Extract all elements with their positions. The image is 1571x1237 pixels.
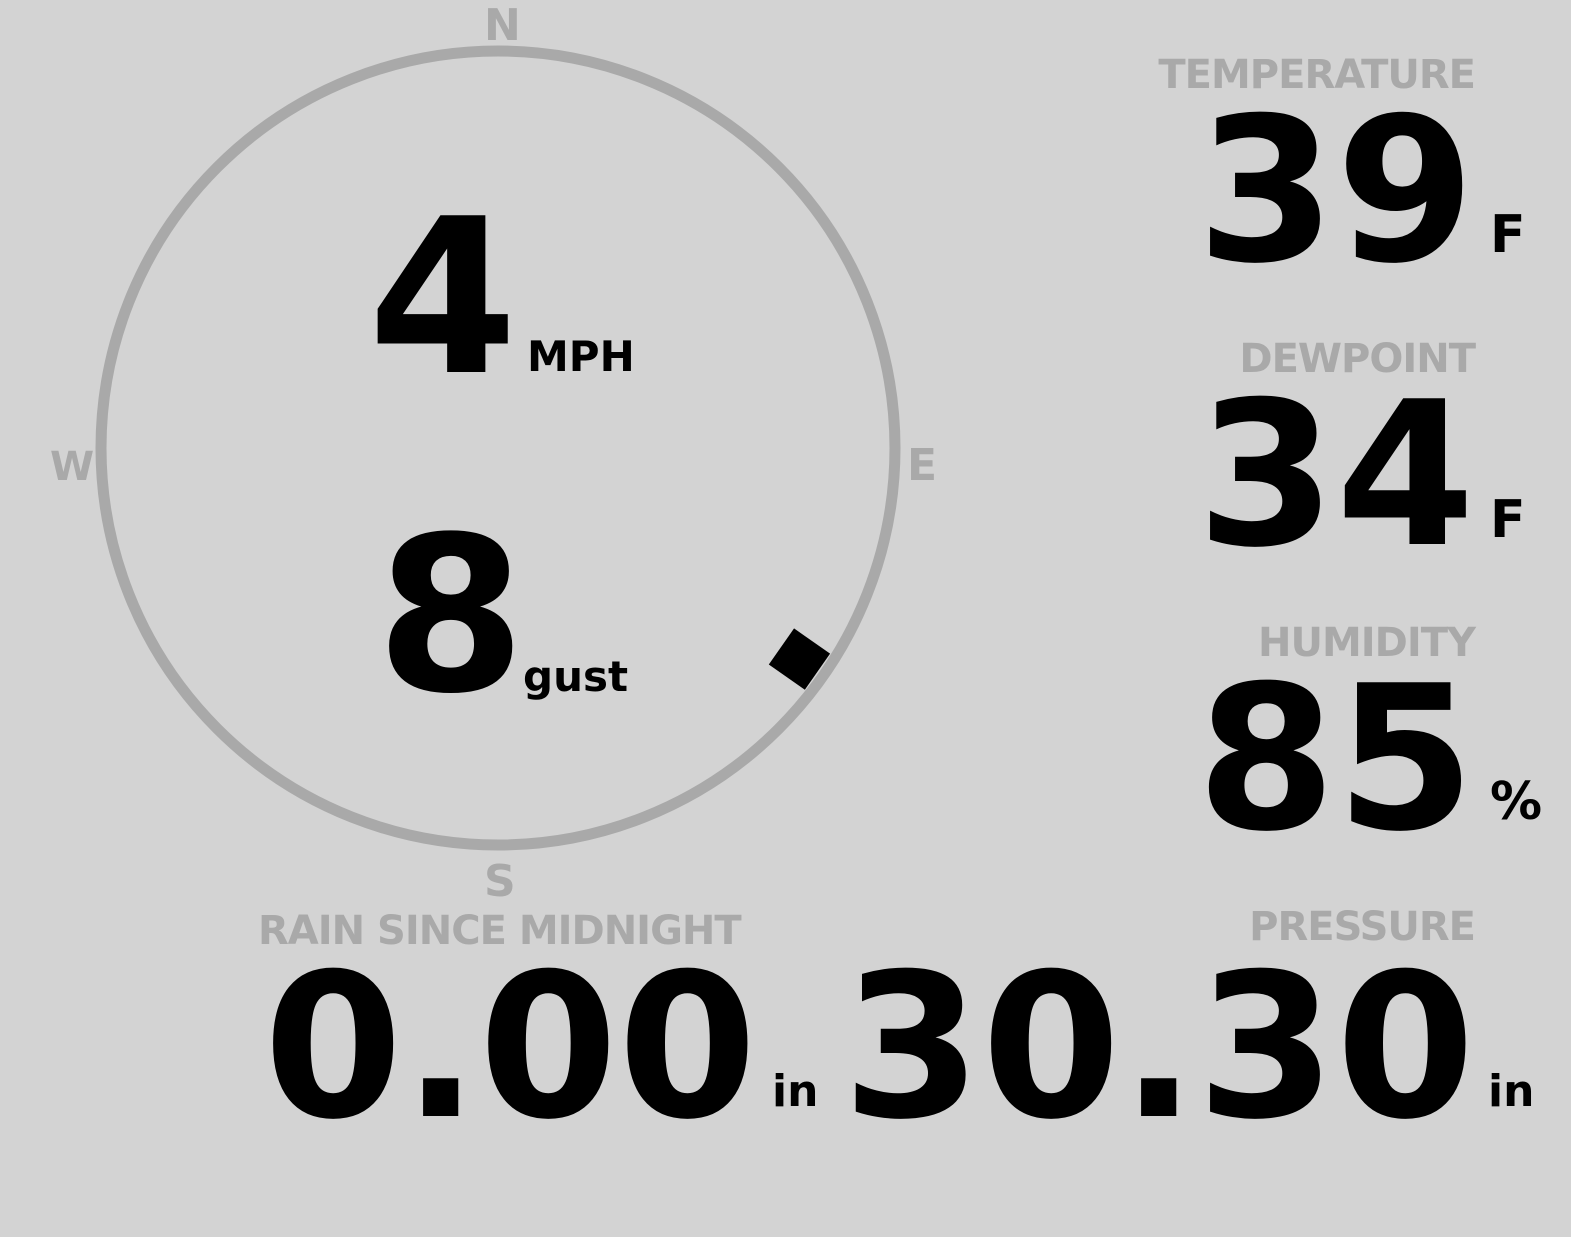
dewpoint-value: 34 [1196,359,1475,592]
wind-gust-label: gust [523,652,629,701]
compass-ring [95,45,901,851]
wind-compass [95,45,901,851]
wind-speed-value: 4 [368,172,518,423]
pressure-unit: in [1488,1066,1535,1117]
compass-south: S [484,856,516,907]
humidity-unit: % [1490,772,1543,832]
compass-east: E [907,440,937,491]
rain-label: RAIN SINCE MIDNIGHT [258,908,742,954]
rain-unit: in [772,1066,819,1117]
dewpoint-unit: F [1490,490,1526,550]
pressure-value: 30.30 [842,931,1475,1164]
temperature-label: TEMPERATURE [1158,52,1476,98]
pressure-label: PRESSURE [1249,904,1476,950]
dewpoint-label: DEWPOINT [1239,336,1476,382]
temperature-value: 39 [1196,75,1475,308]
wind-gust-value: 8 [376,490,526,741]
compass-west: W [50,444,94,490]
wind-speed-unit: MPH [527,332,635,381]
humidity-label: HUMIDITY [1258,620,1476,666]
rain-value: 0.00 [263,931,757,1164]
wind-direction-marker [768,628,831,690]
compass-north: N [484,0,521,51]
temperature-unit: F [1490,205,1526,265]
humidity-value: 85 [1196,643,1475,876]
